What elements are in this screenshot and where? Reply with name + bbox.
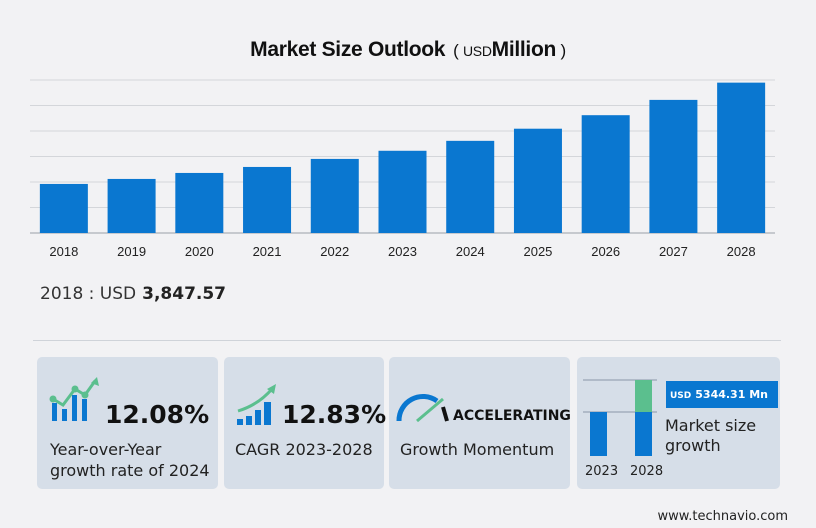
cagr-value: 12.83% [282, 400, 387, 429]
momentum-label: Growth Momentum [400, 440, 555, 459]
year-2028: 2028 [630, 464, 664, 479]
base-value: 3,847.57 [142, 284, 227, 304]
bar-trend-icon [49, 377, 99, 421]
growth-badge: USD 5344.31 Mn [666, 381, 778, 408]
bar-2025 [513, 128, 562, 233]
unit-prefix: USD [462, 43, 492, 59]
bar-2019 [107, 178, 156, 233]
x-tick-label: 2027 [659, 244, 688, 259]
footer-url[interactable]: www.technavio.com [657, 509, 788, 524]
momentum-card: ACCELERATING Growth Momentum [389, 357, 571, 489]
mini-bar-growth [635, 380, 652, 412]
yoy-card: 12.08% Year-over-Year growth rate of 202… [37, 357, 218, 489]
bar-2021 [243, 166, 292, 233]
x-tick-label: 2020 [185, 244, 214, 259]
mini-bar-2028 [635, 412, 652, 456]
bar-2018 [39, 183, 88, 233]
bar-2022 [310, 158, 359, 233]
growth-label-2: growth [665, 436, 721, 455]
yoy-label: Year-over-Year [50, 440, 162, 459]
x-tick-label: 2018 [49, 244, 78, 259]
yoy-label-2: growth rate of 2024 [50, 461, 210, 480]
chart-title: Market Size Outlook ( USDMillion ) [0, 38, 816, 62]
bar-2027 [649, 99, 698, 233]
x-tick-label: 2019 [117, 244, 146, 259]
x-tick-label: 2021 [253, 244, 282, 259]
mini-bar-2023 [590, 412, 607, 456]
title-unit: ( USDMillion ) [453, 38, 566, 61]
base-label: 2018 : USD [40, 284, 137, 304]
base-year-value: 2018 : USD 3,847.57 [40, 284, 226, 304]
bar-2026 [581, 115, 630, 233]
momentum-value: ACCELERATING [453, 408, 571, 424]
bar-chart: 2018 2019 2020 2021 2022 2023 2024 2025 2026 2027… [30, 79, 775, 259]
growth-chart-icon [237, 384, 276, 425]
bar-2023 [378, 150, 427, 233]
yoy-value: 12.08% [105, 400, 210, 429]
growth-label: Market size [665, 416, 757, 435]
market-growth-card: 2023 2028 Market size growth [577, 357, 780, 489]
bar-2028 [717, 82, 766, 233]
badge-value: 5344.31 Mn [695, 388, 768, 401]
title-text: Market Size Outlook [250, 38, 446, 61]
x-tick-label: 2023 [388, 244, 417, 259]
cagr-card: 12.83% CAGR 2023-2028 [224, 357, 387, 489]
cagr-label: CAGR 2023-2028 [235, 440, 373, 459]
x-tick-label: 2024 [456, 244, 485, 259]
x-tick-label: 2022 [320, 244, 349, 259]
mini-bar-chart [583, 379, 657, 456]
year-2023: 2023 [585, 464, 619, 479]
speedometer-icon [396, 393, 449, 423]
x-tick-label: 2026 [591, 244, 620, 259]
divider [33, 340, 781, 341]
unit: Million [491, 38, 557, 61]
badge-prefix: USD [670, 391, 692, 401]
bar-2020 [175, 172, 224, 233]
x-tick-label: 2028 [727, 244, 756, 259]
x-tick-label: 2025 [523, 244, 552, 259]
bar-2024 [446, 140, 495, 233]
